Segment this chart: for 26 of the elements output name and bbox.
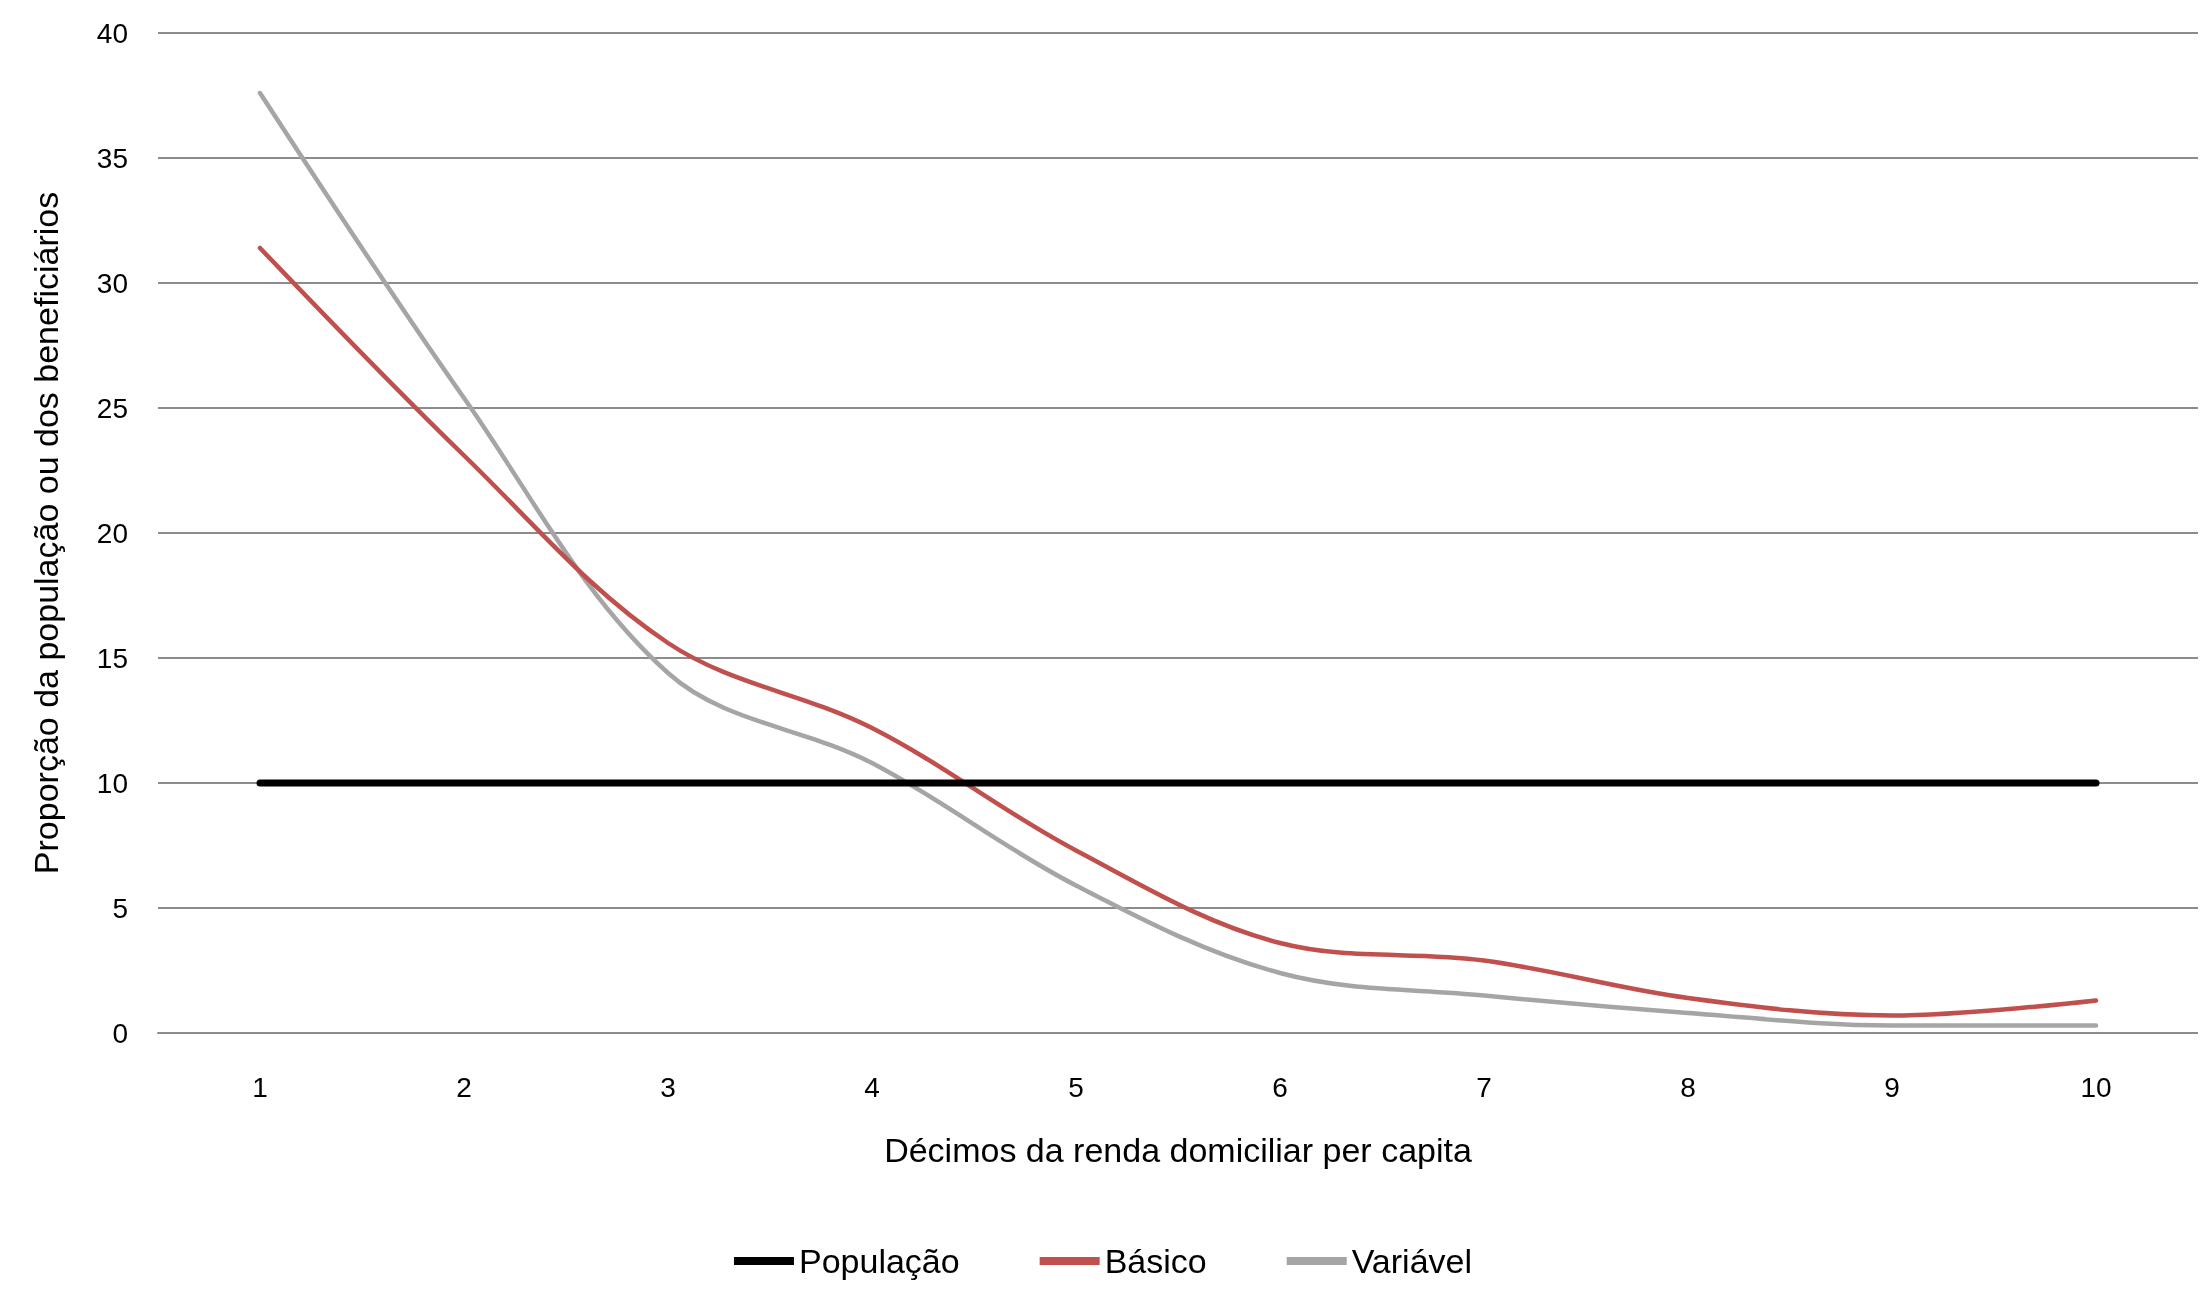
legend-label: Básico — [1104, 1242, 1207, 1280]
x-tick-label: 6 — [1272, 1071, 1288, 1103]
x-tick-label: 10 — [2080, 1071, 2112, 1103]
y-tick-label: 30 — [96, 267, 128, 299]
line-series — [257, 245, 2099, 1018]
x-tick-label: 5 — [1068, 1071, 1084, 1103]
x-tick-label: 7 — [1476, 1071, 1492, 1103]
y-tick-label: 20 — [96, 517, 128, 549]
legend-label: Variável — [1351, 1242, 1473, 1280]
x-tick-label: 3 — [660, 1071, 676, 1103]
y-axis-title: Proporção da população ou dos beneficiários — [27, 191, 65, 875]
y-tick-label: 0 — [112, 1017, 128, 1049]
legend-label: População — [798, 1242, 960, 1280]
line-series — [257, 90, 2099, 1028]
y-tick-label: 10 — [96, 767, 128, 799]
x-axis-title: Décimos da renda domiciliar per capita — [884, 1131, 1472, 1169]
y-tick-label: 35 — [96, 142, 128, 174]
x-tick-label: 4 — [864, 1071, 880, 1103]
y-tick-label: 5 — [112, 892, 128, 924]
y-tick-label: 25 — [96, 392, 128, 424]
x-tick-label: 8 — [1680, 1071, 1696, 1103]
y-tick-label: 40 — [96, 17, 128, 49]
x-tick-label: 9 — [1884, 1071, 1900, 1103]
x-tick-label: 1 — [252, 1071, 268, 1103]
y-tick-label: 15 — [96, 642, 128, 674]
x-tick-label: 2 — [456, 1071, 472, 1103]
